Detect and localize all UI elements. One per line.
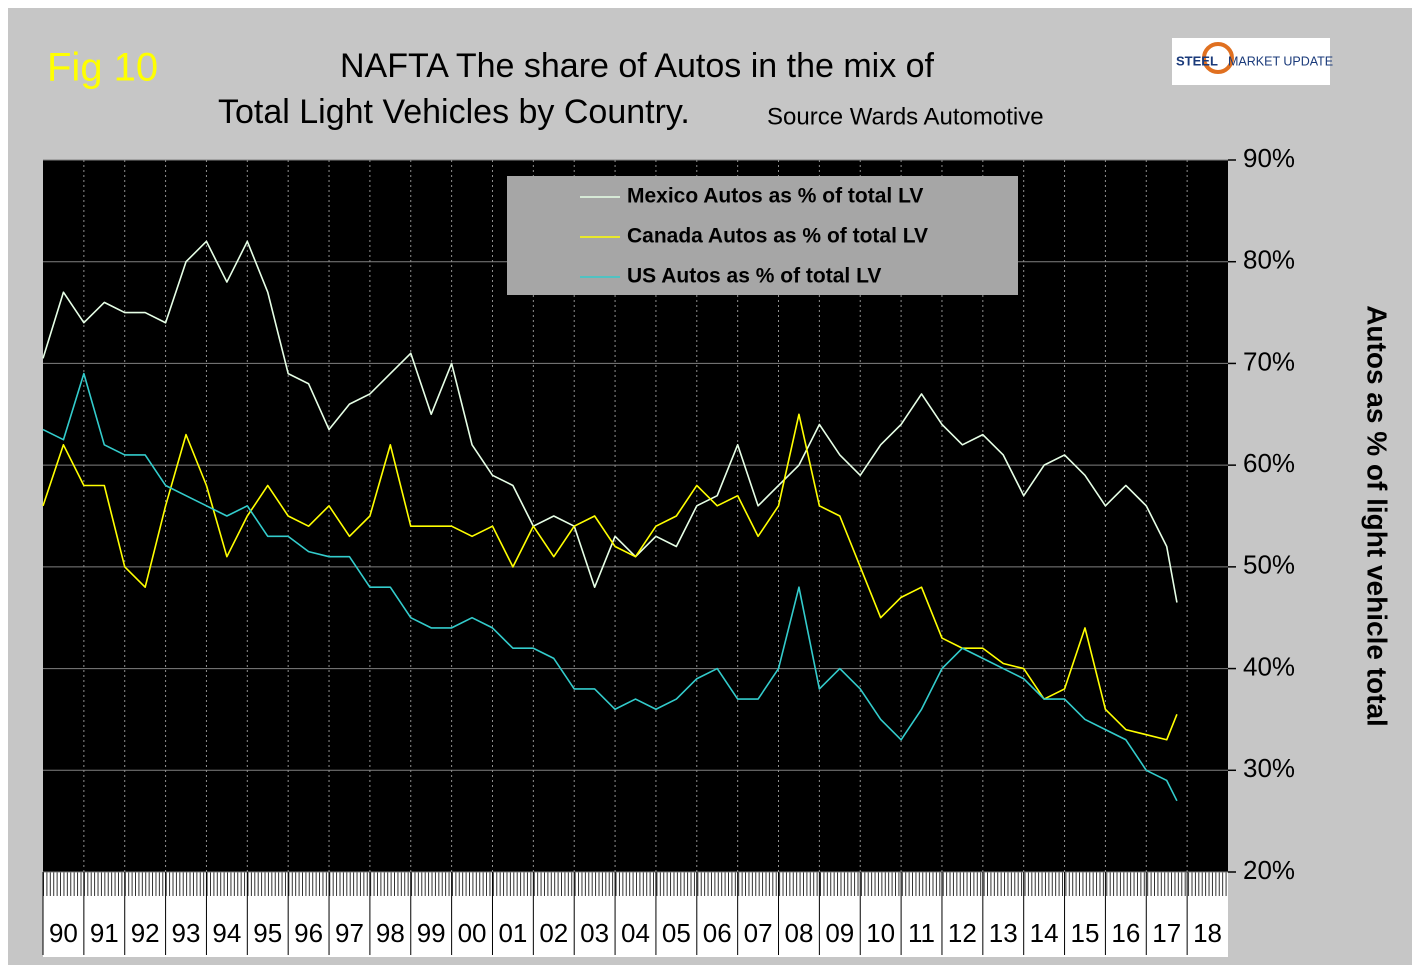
x-tick-label: 04 <box>621 918 650 948</box>
series-line <box>42 240 1178 603</box>
y-tick-label: 50% <box>1243 550 1295 580</box>
y-tick-label: 30% <box>1243 753 1295 783</box>
y-tick-label: 90% <box>1243 143 1295 173</box>
x-tick-label: 99 <box>417 918 446 948</box>
x-tick-label: 00 <box>458 918 487 948</box>
x-tick-label: 10 <box>866 918 895 948</box>
legend-box <box>507 176 1018 295</box>
y-tick-label: 80% <box>1243 245 1295 275</box>
logo-bold: STEEL <box>1176 53 1218 68</box>
x-tick-label: 98 <box>376 918 405 948</box>
x-tick-label: 94 <box>212 918 241 948</box>
x-tick-label: 95 <box>253 918 282 948</box>
figure-label: Fig 10 <box>47 46 158 90</box>
chart-subtitle: Source Wards Automotive <box>767 103 1044 130</box>
y-tick-label: 20% <box>1243 855 1295 885</box>
minor-ticks <box>43 872 1228 896</box>
series-line <box>42 372 1178 802</box>
x-tick-label: 97 <box>335 918 364 948</box>
logo-box <box>1172 38 1330 85</box>
logo: STEEL MARKET UPDATE <box>1172 38 1333 85</box>
logo-text: MARKET UPDATE <box>1228 54 1333 68</box>
chart-title: Total Light Vehicles by Country. <box>218 93 690 131</box>
y-axis-label: Autos as % of light vehicle total <box>1362 305 1393 727</box>
x-tick-label: 08 <box>784 918 813 948</box>
y-tick-label: 60% <box>1243 448 1295 478</box>
x-tick-label: 02 <box>539 918 568 948</box>
x-tick-label: 18 <box>1193 918 1222 948</box>
x-tick-label: 93 <box>172 918 201 948</box>
logo-ring <box>1202 42 1234 74</box>
x-tick-label: 01 <box>498 918 527 948</box>
x-tick-label: 16 <box>1111 918 1140 948</box>
x-tick-label: 11 <box>908 918 935 948</box>
x-tick-label: 17 <box>1152 918 1181 948</box>
y-tick-label: 40% <box>1243 651 1295 681</box>
x-tick-label: 15 <box>1071 918 1100 948</box>
legend-label: Canada Autos as % of total LV <box>627 225 928 248</box>
legend-label: Mexico Autos as % of total LV <box>627 185 923 208</box>
x-tick-label: 05 <box>662 918 691 948</box>
x-tick-label: 14 <box>1030 918 1059 948</box>
x-tick-label: 91 <box>90 918 119 948</box>
legend-label: US Autos as % of total LV <box>627 265 881 288</box>
x-tick-label: 09 <box>825 918 854 948</box>
y-tick-label: 70% <box>1243 346 1295 376</box>
series-line <box>42 413 1178 741</box>
x-tick-label: 90 <box>49 918 78 948</box>
chart-title: NAFTA The share of Autos in the mix of <box>340 47 935 85</box>
x-tick-label: 92 <box>131 918 160 948</box>
x-tick-label: 13 <box>989 918 1018 948</box>
x-tick-label: 03 <box>580 918 609 948</box>
x-tick-label: 12 <box>948 918 977 948</box>
x-tick-label: 96 <box>294 918 323 948</box>
x-tick-label: 07 <box>744 918 773 948</box>
x-tick-label: 06 <box>703 918 732 948</box>
